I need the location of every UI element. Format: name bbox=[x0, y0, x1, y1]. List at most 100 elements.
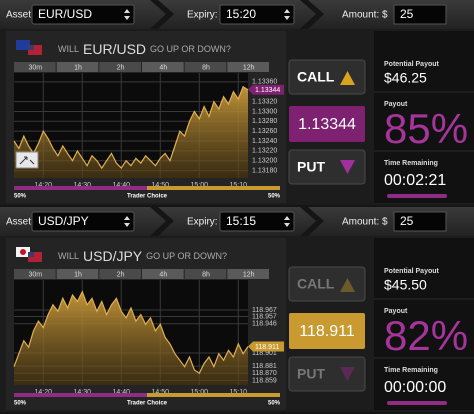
payout-value: 82% bbox=[384, 312, 468, 359]
asset-select[interactable] bbox=[31, 211, 135, 232]
choice-label: Trader Choice bbox=[127, 401, 168, 407]
potential-payout: $45.50 bbox=[384, 277, 427, 293]
expiry-value: 15:15 bbox=[226, 214, 256, 228]
price-tag-label: 1.13344 bbox=[255, 87, 280, 94]
time-bar bbox=[387, 401, 447, 405]
timeframe-tab[interactable] bbox=[227, 62, 269, 72]
dropdown-icon bbox=[124, 9, 130, 20]
y-tick-label: 118.859 bbox=[252, 377, 277, 384]
y-tick-label: 1.13200 bbox=[252, 158, 277, 165]
timeframe-tab[interactable] bbox=[227, 269, 269, 279]
time-label: Time Remaining bbox=[384, 160, 438, 167]
call-icon bbox=[340, 71, 355, 85]
call-label: CALL bbox=[297, 69, 335, 85]
amount-label: Amount: $ bbox=[342, 217, 388, 228]
panel: Asset: EUR/USD Expiry: 15:20 Amount: $ 25 WILL… bbox=[0, 0, 474, 205]
x-tick-label: 14:20 bbox=[34, 389, 52, 396]
y-tick-label: 1.13180 bbox=[252, 167, 277, 174]
potential-payout-label: Potential Payout bbox=[384, 268, 440, 275]
dropdown-icon bbox=[284, 9, 290, 20]
price-box bbox=[289, 106, 365, 142]
put-button[interactable] bbox=[288, 356, 366, 392]
choice-left-label: 50% bbox=[14, 194, 27, 200]
x-tick-label: 14:30 bbox=[73, 182, 91, 189]
flag bbox=[20, 249, 26, 255]
flag bbox=[28, 45, 34, 50]
y-tick-label: 1.13320 bbox=[252, 98, 277, 105]
timeframe-tab[interactable] bbox=[184, 62, 227, 72]
payout-label: Payout bbox=[384, 308, 408, 315]
question-pair: USD/JPY bbox=[83, 248, 143, 264]
timeframe-label: 2h bbox=[117, 64, 125, 71]
question-prefix: WILL bbox=[58, 44, 79, 54]
x-tick-label: 14:50 bbox=[151, 182, 169, 189]
timeframe-tab[interactable] bbox=[99, 269, 141, 279]
put-button[interactable] bbox=[288, 149, 366, 185]
timeframe-tab[interactable] bbox=[56, 62, 99, 72]
question: WILL USD/JPY GO UP OR DOWN? bbox=[58, 248, 227, 264]
amount-input[interactable] bbox=[393, 4, 447, 25]
asset-label: Asset: bbox=[6, 217, 34, 228]
time-value: 00:00:00 bbox=[384, 379, 446, 396]
divider bbox=[300, 0, 324, 29]
flag bbox=[16, 40, 30, 50]
expiry-select[interactable] bbox=[219, 4, 295, 25]
x-tick-label: 14:50 bbox=[151, 389, 169, 396]
timeframe-tab[interactable] bbox=[142, 269, 184, 279]
x-tick-label: 15:00 bbox=[190, 182, 208, 189]
x-tick-label: 15:10 bbox=[229, 389, 247, 396]
timeframe-tab[interactable] bbox=[142, 62, 184, 72]
time-label: Time Remaining bbox=[384, 367, 438, 374]
question-suffix: GO UP OR DOWN? bbox=[150, 44, 231, 54]
y-tick-label: 118.967 bbox=[252, 307, 277, 314]
y-tick-label: 1.13280 bbox=[252, 118, 277, 125]
timeframe-tab[interactable] bbox=[99, 62, 141, 72]
potential-payout-label: Potential Payout bbox=[384, 61, 440, 68]
timeframe-tab[interactable] bbox=[14, 269, 56, 279]
amount-input[interactable] bbox=[393, 211, 447, 232]
question: WILL EUR/USD GO UP OR DOWN? bbox=[58, 41, 231, 57]
y-tick-label: 118.881 bbox=[252, 363, 277, 370]
price-tag-label: 118.911 bbox=[255, 344, 279, 351]
price-tag bbox=[248, 84, 284, 95]
panel: Asset: USD/JPY Expiry: 15:15 Amount: $ 25 WILL… bbox=[0, 207, 474, 412]
timeframe-tab[interactable] bbox=[14, 62, 56, 72]
choice-right bbox=[147, 393, 280, 397]
timeframe-label: 12h bbox=[243, 271, 255, 278]
divider bbox=[150, 0, 174, 29]
call-button[interactable] bbox=[288, 266, 366, 302]
y-tick-label: 1.13300 bbox=[252, 108, 277, 115]
call-button[interactable] bbox=[288, 59, 366, 95]
payout-value: 85% bbox=[384, 105, 468, 152]
asset-label: Asset: bbox=[6, 10, 34, 21]
choice-label: Trader Choice bbox=[127, 194, 168, 200]
y-tick-label: 118.870 bbox=[252, 370, 277, 377]
y-tick-label: 1.13360 bbox=[252, 79, 277, 86]
x-tick-label: 15:00 bbox=[190, 389, 208, 396]
put-icon bbox=[340, 367, 355, 381]
x-tick-label: 14:20 bbox=[34, 182, 52, 189]
timeframe-label: 4h bbox=[159, 64, 167, 71]
x-tick-label: 14:40 bbox=[112, 182, 130, 189]
timeframe-label: 8h bbox=[202, 64, 210, 71]
choice-left bbox=[14, 186, 147, 190]
potential-payout: $46.25 bbox=[384, 70, 427, 86]
y-tick-label: 118.957 bbox=[252, 313, 277, 320]
timeframe-label: 4h bbox=[159, 271, 167, 278]
x-tick-label: 15:10 bbox=[229, 182, 247, 189]
expiry-select[interactable] bbox=[219, 211, 295, 232]
put-label: PUT bbox=[297, 366, 325, 382]
timeframe-tab[interactable] bbox=[56, 269, 99, 279]
price-line bbox=[13, 290, 249, 375]
timeframe-label: 1h bbox=[74, 271, 82, 278]
flag bbox=[28, 45, 42, 55]
price-area bbox=[14, 291, 248, 385]
price-box bbox=[289, 313, 365, 349]
price-tag bbox=[248, 341, 284, 352]
choice-right-label: 50% bbox=[268, 401, 281, 407]
timeframe-label: 2h bbox=[117, 271, 125, 278]
asset-select[interactable] bbox=[31, 4, 135, 25]
flag bbox=[28, 252, 42, 262]
timeframe-tab[interactable] bbox=[184, 269, 227, 279]
